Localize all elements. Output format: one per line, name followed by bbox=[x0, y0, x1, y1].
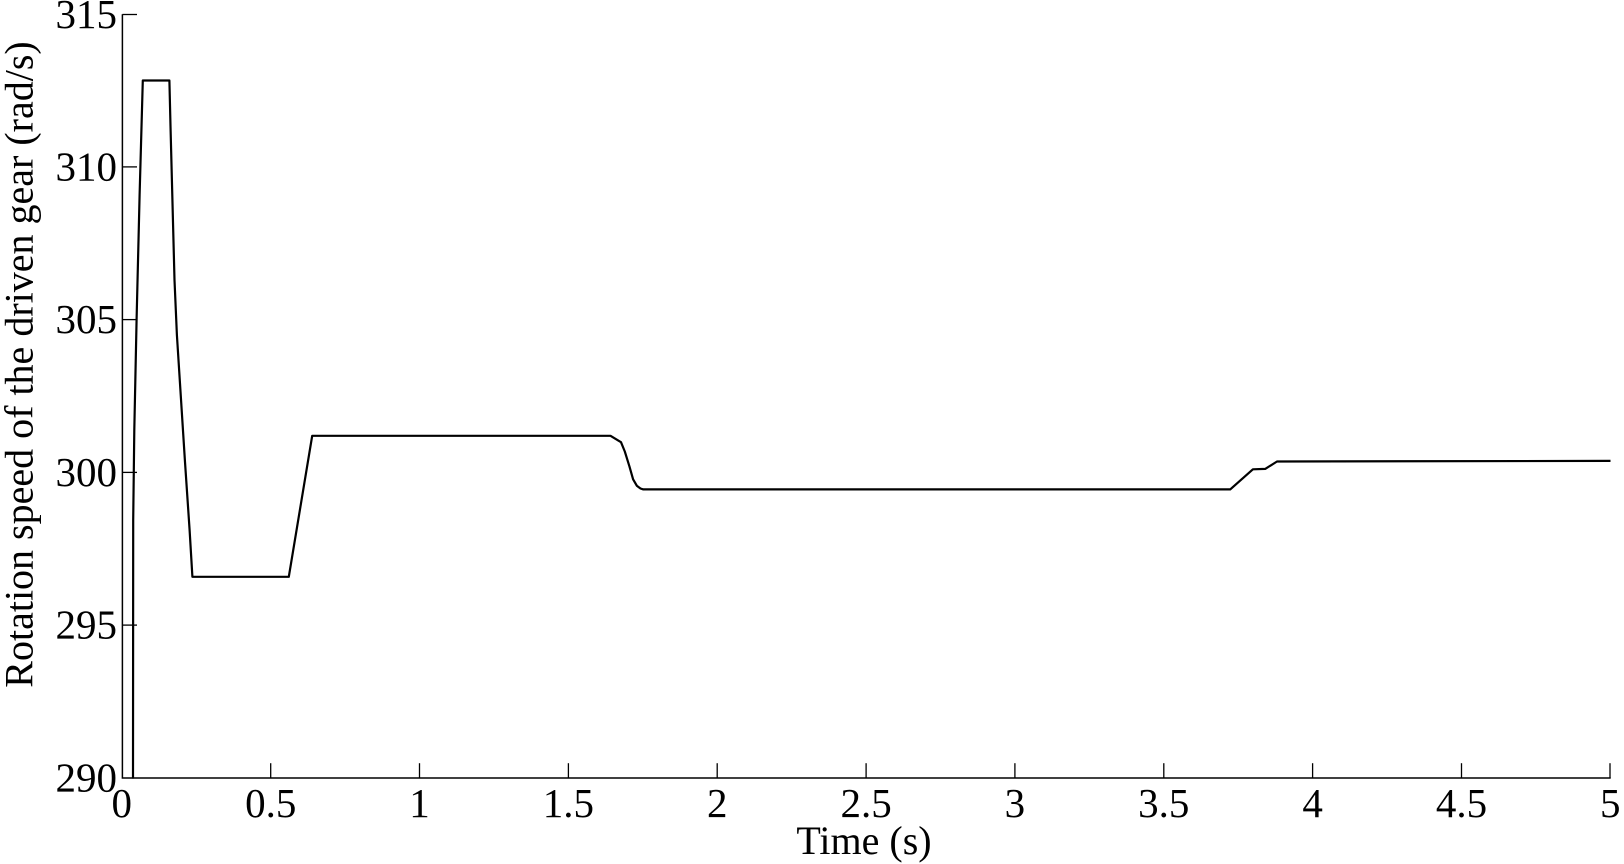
svg-text:Time (s): Time (s) bbox=[796, 818, 931, 863]
svg-text:3.5: 3.5 bbox=[1138, 780, 1189, 826]
svg-text:4: 4 bbox=[1302, 780, 1323, 826]
svg-text:1.5: 1.5 bbox=[543, 780, 594, 826]
svg-text:5: 5 bbox=[1600, 780, 1621, 826]
svg-text:300: 300 bbox=[56, 449, 118, 495]
svg-text:0: 0 bbox=[112, 780, 133, 826]
svg-text:4.5: 4.5 bbox=[1436, 780, 1487, 826]
svg-text:0.5: 0.5 bbox=[245, 780, 296, 826]
svg-text:315: 315 bbox=[56, 0, 118, 37]
svg-text:290: 290 bbox=[56, 755, 118, 801]
svg-text:1: 1 bbox=[409, 780, 430, 826]
svg-text:2.5: 2.5 bbox=[840, 780, 891, 826]
svg-text:305: 305 bbox=[56, 296, 118, 342]
svg-text:295: 295 bbox=[56, 602, 118, 648]
svg-text:3: 3 bbox=[1005, 780, 1026, 826]
svg-text:310: 310 bbox=[56, 144, 118, 190]
svg-text:2: 2 bbox=[707, 780, 728, 826]
svg-text:Rotation speed of the driven g: Rotation speed of the driven gear (rad/s… bbox=[0, 41, 42, 687]
